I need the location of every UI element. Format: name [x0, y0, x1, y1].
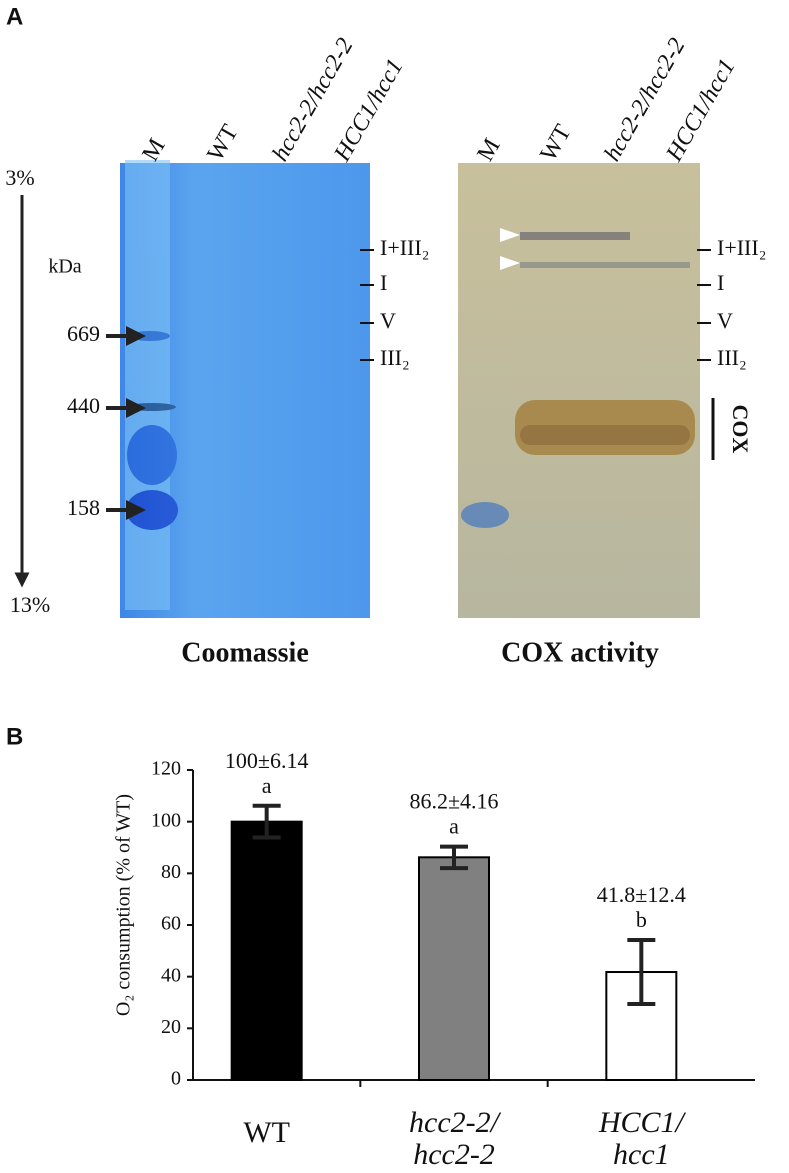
letter: a — [262, 773, 272, 798]
bar — [230, 820, 303, 1082]
y-tick-label: 40 — [161, 964, 181, 986]
letter: a — [449, 814, 459, 839]
y-tick-label: 100 — [151, 809, 181, 831]
lane-label: WT — [535, 120, 576, 166]
complex-label: V — [717, 308, 733, 333]
y-axis-label: O₂ consumption (% of WT) — [113, 794, 135, 1016]
gel-bands — [125, 160, 695, 610]
y-tick-label: 120 — [151, 758, 181, 780]
panel-label: A — [6, 3, 23, 30]
marker-unit: kDa — [48, 256, 81, 278]
complex-label: I — [380, 270, 387, 295]
cox-label: COX — [728, 405, 753, 454]
value-label: 41.8±12.4 — [597, 882, 686, 907]
complex-label: I — [717, 270, 724, 295]
x-tick-label: HCC1/hcc1 — [598, 1106, 687, 1171]
x-tick-label: hcc2-2/hcc2-2 — [409, 1106, 502, 1171]
y-tick-label: 60 — [161, 913, 181, 935]
complex-label: I+III₂ — [380, 235, 429, 260]
complex-label: I+III₂ — [717, 235, 766, 260]
gel-title: COX activity — [501, 637, 659, 668]
marker-label: 669 — [67, 321, 100, 346]
marker-label: 158 — [67, 495, 100, 520]
y-tick-label: 80 — [161, 861, 181, 883]
lane-label: M — [472, 134, 505, 165]
letter: b — [636, 907, 647, 932]
panel-label: B — [6, 723, 23, 750]
gel-image — [458, 163, 700, 618]
complex-label: V — [380, 308, 396, 333]
bar — [418, 856, 490, 1081]
value-label: 100±6.14 — [225, 748, 309, 773]
value-label: 86.2±4.16 — [409, 789, 498, 814]
complex-label: III₂ — [717, 345, 747, 370]
lane-label: WT — [202, 120, 243, 166]
gradient-top: 3% — [5, 165, 34, 190]
gradient-bottom: 13% — [10, 592, 50, 617]
y-tick-label: 20 — [161, 1016, 181, 1038]
marker-label: 440 — [67, 393, 100, 418]
y-tick-label: 0 — [171, 1068, 181, 1090]
x-tick-label: WT — [243, 1116, 290, 1149]
gel-title: Coomassie — [181, 637, 309, 668]
arrowhead — [500, 228, 520, 270]
complex-label: III₂ — [380, 345, 410, 370]
